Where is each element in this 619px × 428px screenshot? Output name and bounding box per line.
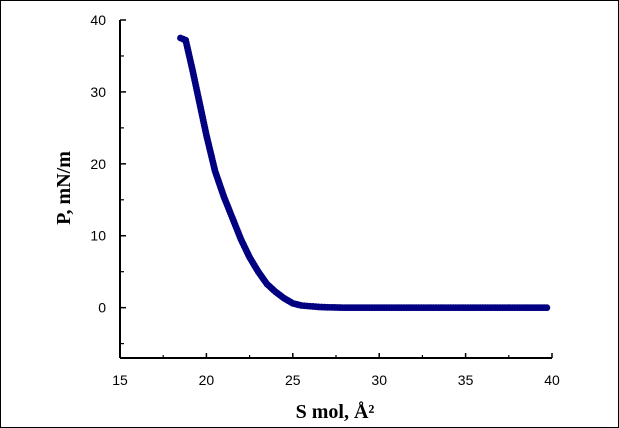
x-tick-label: 20 — [199, 372, 215, 388]
y-tick-label: 10 — [90, 228, 106, 244]
x-tick-label: 15 — [112, 372, 128, 388]
data-point — [543, 304, 551, 312]
x-tick-label: 40 — [544, 372, 560, 388]
y-tick-label: 20 — [90, 156, 106, 172]
y-tick-label: 40 — [90, 12, 106, 28]
x-tick-label: 35 — [458, 372, 474, 388]
ticks: 15 20 25 30 35 40 0 10 20 30 40 — [90, 12, 560, 388]
data-points — [177, 34, 551, 312]
y-tick-label: 30 — [90, 84, 106, 100]
y-axis-title: P, mN/m — [53, 151, 75, 225]
y-tick-label: 0 — [98, 300, 106, 316]
x-axis-title: S mol, Å² — [296, 400, 375, 423]
x-tick-label: 25 — [285, 372, 301, 388]
x-tick-label: 30 — [371, 372, 387, 388]
